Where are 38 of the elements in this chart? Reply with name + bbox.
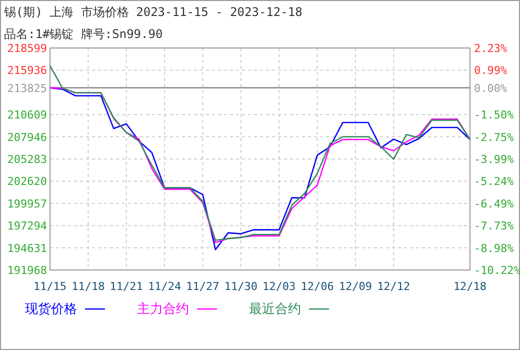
chart-title: 锡(期) 上海 市场价格 2023-11-15 - 2023-12-18 — [3, 5, 302, 19]
y2-tick-label: -8.98% — [474, 242, 514, 255]
y-tick-label: 215936 — [7, 64, 47, 78]
y2-tick-label: -6.49% — [474, 197, 514, 210]
chart-subtitle: 品名:1#锡锭 牌号:Sn99.90 — [4, 27, 163, 41]
y-tick-label: 197294 — [7, 220, 48, 233]
x-tick-label: 11/24 — [148, 280, 182, 293]
y-tick-label: 199957 — [7, 197, 47, 210]
y-tick-label: 194631 — [7, 242, 47, 255]
y-tick-label: 207946 — [7, 130, 47, 144]
x-tick-label: 12/18 — [453, 280, 487, 293]
x-tick-label: 11/30 — [224, 280, 258, 293]
x-tick-label: 12/03 — [262, 280, 296, 293]
legend-label: 主力合约 — [137, 301, 189, 317]
y-tick-label: 218599 — [7, 42, 47, 55]
y-tick-label: 191968 — [7, 264, 47, 277]
y2-tick-label: -7.73% — [474, 220, 514, 233]
y2-tick-label: -5.24% — [474, 175, 514, 188]
y2-tick-label: -3.99% — [474, 152, 514, 166]
x-tick-label: 11/21 — [110, 280, 143, 293]
y2-tick-label: 2.23% — [474, 42, 508, 55]
y2-tick-label: -10.22% — [474, 264, 520, 277]
x-tick-label: 11/18 — [72, 280, 105, 293]
y2-tick-label: 0.99% — [474, 64, 508, 78]
y2-tick-label: -2.75% — [474, 130, 514, 144]
y-tick-label: 213825 — [7, 82, 47, 95]
y2-tick-label: 0.00% — [474, 82, 508, 95]
y-tick-label: 205283 — [7, 153, 47, 166]
y-tick-label: 210609 — [7, 108, 47, 122]
x-tick-label: 12/09 — [338, 280, 372, 293]
x-tick-label: 11/15 — [33, 280, 67, 293]
y-tick-label: 202620 — [7, 175, 47, 188]
x-tick-label: 12/06 — [300, 280, 334, 293]
x-tick-label: 11/27 — [186, 280, 220, 293]
legend-label: 现货价格 — [25, 302, 77, 317]
legend-label: 最近合约 — [249, 302, 301, 317]
x-tick-label: 12/12 — [377, 280, 410, 293]
y2-tick-label: -1.50% — [474, 108, 514, 122]
